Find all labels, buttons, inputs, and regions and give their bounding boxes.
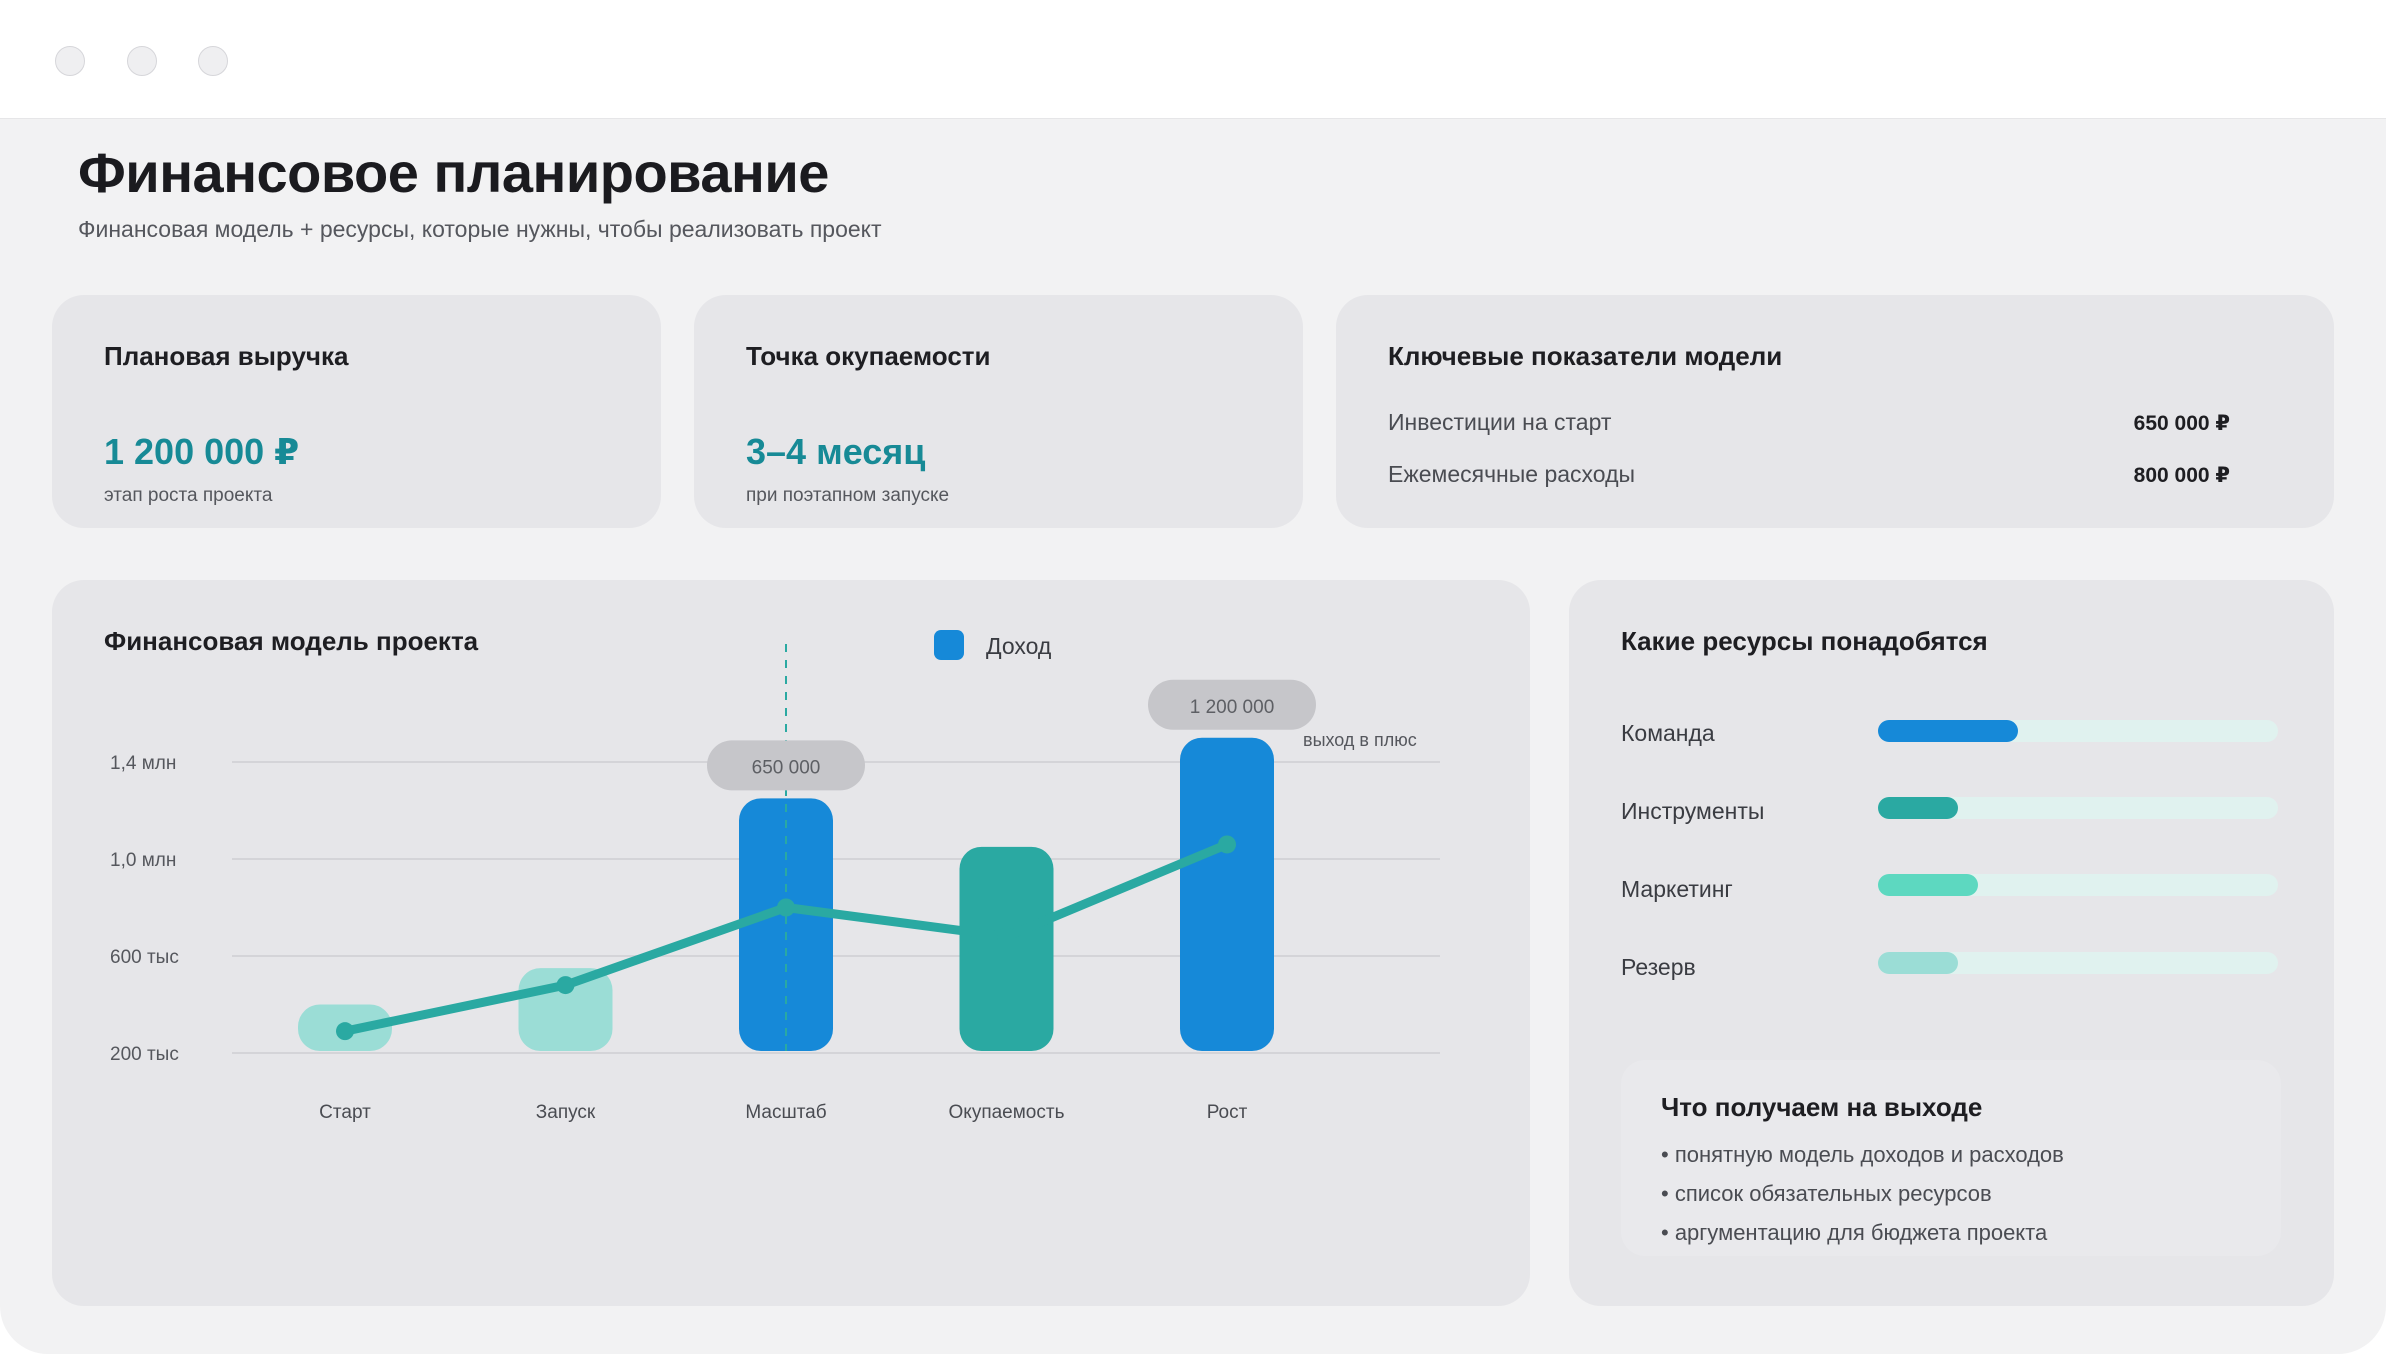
legend-swatch <box>934 630 964 660</box>
payback-value: 3–4 месяц <box>746 431 926 472</box>
output-item: • понятную модель доходов и расходов <box>1661 1142 2064 1167</box>
payback-caption: при поэтапном запуске <box>746 485 950 506</box>
minimize-window-button[interactable] <box>127 46 157 76</box>
resource-bar-tools-fill <box>1878 797 1958 819</box>
financial-model-chart: 200 тыс 600 тыс 1,0 млн 1,4 млн Старт Запуск М… <box>110 630 1440 1123</box>
page-subtitle: Финансовая модель + ресурсы, которые нуж… <box>78 216 882 242</box>
metric-value-investment: 650 000 ₽ <box>2133 412 2230 435</box>
payback-card: Точка окупаемости 3–4 месяц при поэтапно… <box>694 295 1303 528</box>
resource-bar-tools <box>1878 797 2278 819</box>
title-bar <box>0 0 2386 119</box>
bar-3 <box>739 798 833 1051</box>
output-item: • список обязательных ресурсов <box>1661 1181 1992 1206</box>
maximize-window-button[interactable] <box>198 46 228 76</box>
page-title: Финансовое планирование <box>78 141 829 204</box>
metric-label-investment: Инвестиции на старт <box>1388 409 1612 435</box>
trend-point <box>777 898 795 917</box>
annotation-label: 650 000 <box>752 757 821 778</box>
resource-bar-reserve-fill <box>1878 952 1958 974</box>
legend-label: Доход <box>986 633 1052 659</box>
resource-bar-team <box>1878 720 2278 742</box>
annotation-label: 1 200 000 <box>1190 697 1275 718</box>
output-item: • аргументацию для бюджета проекта <box>1661 1220 2048 1245</box>
resource-label-tools: Инструменты <box>1621 798 1765 824</box>
resource-label-team: Команда <box>1621 720 1715 746</box>
x-tick-label: Окупаемость <box>949 1102 1065 1123</box>
x-tick-label: Рост <box>1207 1102 1248 1123</box>
outputs-title: Что получаем на выходе <box>1661 1092 1983 1122</box>
y-tick-label: 1,0 млн <box>110 850 176 871</box>
annotation-pill <box>707 740 865 791</box>
revenue-card-title: Плановая выручка <box>104 341 349 371</box>
close-window-button[interactable] <box>55 46 85 76</box>
x-tick-label: Запуск <box>536 1102 596 1123</box>
revenue-value: 1 200 000 ₽ <box>104 431 300 472</box>
y-tick-label: 200 тыс <box>110 1044 179 1065</box>
annotation-note: выход в плюс <box>1303 730 1417 750</box>
resource-bar-reserve <box>1878 952 2278 974</box>
y-tick-label: 1,4 млн <box>110 753 176 774</box>
outputs-box: Что получаем на выходе • понятную модель… <box>1621 1060 2281 1256</box>
trend-point <box>556 976 575 995</box>
resource-bar-marketing <box>1878 874 2278 896</box>
annotation-pill <box>1148 679 1316 730</box>
resource-label-reserve: Резерв <box>1621 954 1696 980</box>
resource-bar-team-fill <box>1878 720 2018 742</box>
bar-5 <box>1180 737 1274 1051</box>
trend-point <box>997 927 1016 946</box>
revenue-caption: этап роста проекта <box>104 485 273 506</box>
trend-point <box>1218 835 1236 854</box>
x-tick-label: Масштаб <box>745 1102 826 1123</box>
key-metrics-card: Ключевые показатели модели Инвестиции на… <box>1336 295 2334 528</box>
metric-label-monthly-costs: Ежемесячные расходы <box>1388 461 1636 487</box>
payback-card-title: Точка окупаемости <box>746 341 991 371</box>
resource-bar-marketing-fill <box>1878 874 1978 896</box>
key-metrics-title: Ключевые показатели модели <box>1388 341 1783 371</box>
chart-title: Финансовая модель проекта <box>104 626 479 656</box>
resource-label-marketing: Маркетинг <box>1621 876 1733 902</box>
resources-title: Какие ресурсы понадобятся <box>1621 626 1988 656</box>
bar-4 <box>959 846 1054 1051</box>
trend-point <box>336 1022 354 1041</box>
revenue-card: Плановая выручка 1 200 000 ₽ этап роста … <box>52 295 661 528</box>
x-tick-label: Старт <box>319 1102 371 1123</box>
metric-value-monthly-costs: 800 000 ₽ <box>2133 464 2230 487</box>
y-tick-label: 600 тыс <box>110 947 179 968</box>
